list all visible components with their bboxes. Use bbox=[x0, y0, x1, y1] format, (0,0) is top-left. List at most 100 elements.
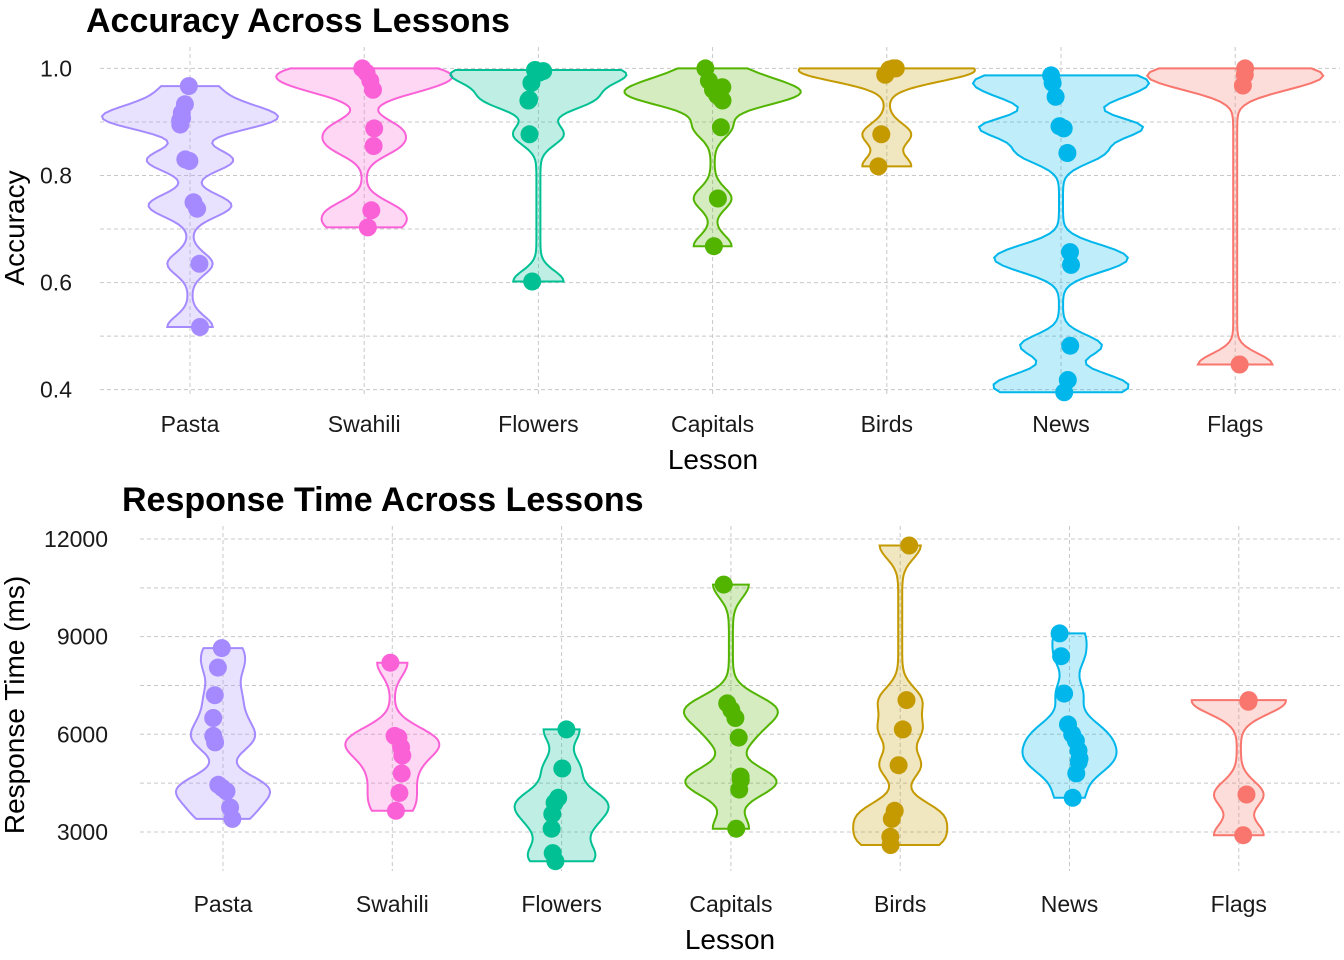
response-time-point-pasta bbox=[204, 709, 223, 727]
response-time-point-swahili bbox=[393, 746, 412, 765]
response-time-point-flags bbox=[1237, 785, 1256, 804]
accuracy-point-capitals bbox=[708, 189, 727, 208]
accuracy-y-tick-label: 0.6 bbox=[40, 270, 72, 296]
response-time-point-flags bbox=[1234, 826, 1253, 845]
accuracy-violin-swahili bbox=[275, 67, 454, 229]
accuracy-violin-flags bbox=[1145, 67, 1325, 366]
response-time-y-tick-label: 9000 bbox=[57, 624, 108, 650]
accuracy-point-pasta bbox=[190, 254, 209, 273]
response-time-point-news bbox=[1063, 788, 1082, 807]
response-time-point-flowers bbox=[557, 720, 576, 739]
response-time-point-birds bbox=[882, 809, 901, 828]
response-time-point-flags bbox=[1239, 692, 1258, 711]
accuracy-y-axis-title: Accuracy bbox=[0, 170, 30, 285]
accuracy-point-pasta bbox=[191, 318, 209, 336]
response-time-point-flowers bbox=[543, 805, 562, 823]
response-time-point-capitals bbox=[727, 819, 746, 838]
accuracy-x-tick-label-flowers: Flowers bbox=[498, 411, 579, 437]
accuracy-y-tick-label: 0.8 bbox=[40, 162, 72, 188]
accuracy-point-birds bbox=[869, 157, 888, 176]
response-time-x-tick-label-pasta: Pasta bbox=[194, 891, 253, 917]
response-time-point-swahili bbox=[386, 801, 405, 820]
response-time-point-pasta bbox=[212, 639, 231, 658]
accuracy-y-tick-labels: 0.4 0.6 0.8 1.0 bbox=[40, 55, 72, 402]
response-time-x-tick-label-birds: Birds bbox=[874, 891, 926, 917]
response-time-y-axis-title: Response Time (ms) bbox=[0, 576, 30, 834]
accuracy-point-news bbox=[1061, 336, 1080, 355]
accuracy-chart-title: Accuracy Across Lessons bbox=[86, 2, 510, 40]
response-time-point-flowers bbox=[553, 759, 572, 778]
accuracy-point-capitals bbox=[704, 237, 723, 256]
accuracy-point-pasta bbox=[188, 199, 207, 218]
accuracy-point-flowers bbox=[522, 73, 541, 92]
accuracy-point-news bbox=[1062, 255, 1080, 274]
response-time-point-pasta bbox=[205, 686, 224, 705]
accuracy-violin-birds bbox=[797, 67, 976, 168]
accuracy-point-swahili bbox=[364, 80, 382, 99]
response-time-violin-pasta bbox=[174, 647, 272, 820]
accuracy-point-flowers bbox=[523, 272, 542, 291]
accuracy-point-pasta bbox=[180, 152, 199, 170]
response-time-x-tick-label-swahili: Swahili bbox=[356, 891, 429, 917]
response-time-point-pasta bbox=[206, 733, 225, 752]
accuracy-y-tick-label: 0.4 bbox=[40, 377, 72, 403]
accuracy-point-flags bbox=[1230, 355, 1249, 374]
accuracy-x-tick-label-pasta: Pasta bbox=[161, 411, 220, 437]
accuracy-point-news bbox=[1061, 243, 1079, 262]
response-time-point-pasta bbox=[223, 809, 242, 828]
response-time-chart-title: Response Time Across Lessons bbox=[122, 481, 644, 519]
response-time-points bbox=[204, 536, 1258, 871]
accuracy-point-flowers bbox=[520, 125, 539, 144]
accuracy-point-capitals bbox=[711, 118, 730, 137]
response-time-point-swahili bbox=[392, 764, 411, 783]
response-time-point-news bbox=[1055, 684, 1074, 703]
response-time-point-swahili bbox=[381, 653, 400, 672]
accuracy-point-flowers bbox=[519, 91, 538, 110]
response-time-point-birds bbox=[897, 691, 916, 710]
response-time-y-tick-labels: 3000 6000 9000 12000 bbox=[44, 526, 108, 845]
accuracy-point-birds bbox=[872, 125, 891, 144]
response-time-violin-flags bbox=[1190, 699, 1287, 837]
accuracy-point-birds bbox=[876, 65, 895, 84]
response-time-panel: Response Time Across Lessons 3000 6000 900… bbox=[0, 481, 1340, 955]
accuracy-point-news bbox=[1058, 144, 1077, 162]
response-time-point-capitals bbox=[714, 575, 733, 594]
response-time-point-news bbox=[1050, 624, 1069, 643]
accuracy-point-capitals bbox=[713, 78, 732, 97]
accuracy-point-news bbox=[1046, 87, 1065, 106]
accuracy-x-axis-title: Lesson bbox=[668, 444, 758, 475]
accuracy-panel: Accuracy Across Lessons 0.4 0.6 0.8 1.0 Pas… bbox=[0, 2, 1340, 475]
accuracy-point-capitals bbox=[713, 91, 732, 110]
response-time-point-birds bbox=[900, 536, 919, 555]
response-time-point-capitals bbox=[730, 780, 749, 799]
response-time-point-flowers bbox=[546, 852, 565, 871]
response-time-point-pasta bbox=[208, 658, 227, 677]
response-time-y-tick-label: 3000 bbox=[57, 819, 108, 845]
accuracy-point-swahili bbox=[362, 201, 381, 220]
accuracy-violin-flowers bbox=[449, 69, 628, 283]
response-time-point-pasta bbox=[217, 782, 236, 801]
response-time-point-flowers bbox=[542, 819, 561, 838]
accuracy-point-swahili bbox=[365, 119, 384, 138]
accuracy-point-swahili bbox=[364, 137, 383, 155]
accuracy-point-pasta bbox=[173, 109, 192, 128]
response-time-x-tick-label-flowers: Flowers bbox=[521, 891, 602, 917]
accuracy-x-tick-label-swahili: Swahili bbox=[328, 411, 401, 437]
response-time-x-tick-labels: Pasta Swahili Flowers Capitals Birds News Flag… bbox=[194, 891, 1267, 917]
response-time-x-axis-title: Lesson bbox=[685, 924, 775, 955]
accuracy-x-tick-label-capitals: Capitals bbox=[671, 411, 754, 437]
accuracy-x-tick-label-flags: Flags bbox=[1207, 411, 1263, 437]
response-time-y-tick-label: 12000 bbox=[44, 526, 108, 552]
accuracy-point-news bbox=[1055, 383, 1074, 402]
accuracy-point-pasta bbox=[179, 77, 198, 96]
response-time-point-birds bbox=[893, 720, 912, 739]
response-time-point-birds bbox=[889, 756, 908, 775]
accuracy-points bbox=[171, 59, 1255, 402]
accuracy-x-tick-label-news: News bbox=[1032, 411, 1090, 437]
accuracy-y-tick-label: 1.0 bbox=[40, 55, 72, 81]
accuracy-point-news bbox=[1054, 119, 1073, 138]
accuracy-point-flags bbox=[1233, 76, 1252, 95]
accuracy-point-news bbox=[1043, 73, 1062, 92]
response-time-point-birds bbox=[881, 836, 900, 854]
